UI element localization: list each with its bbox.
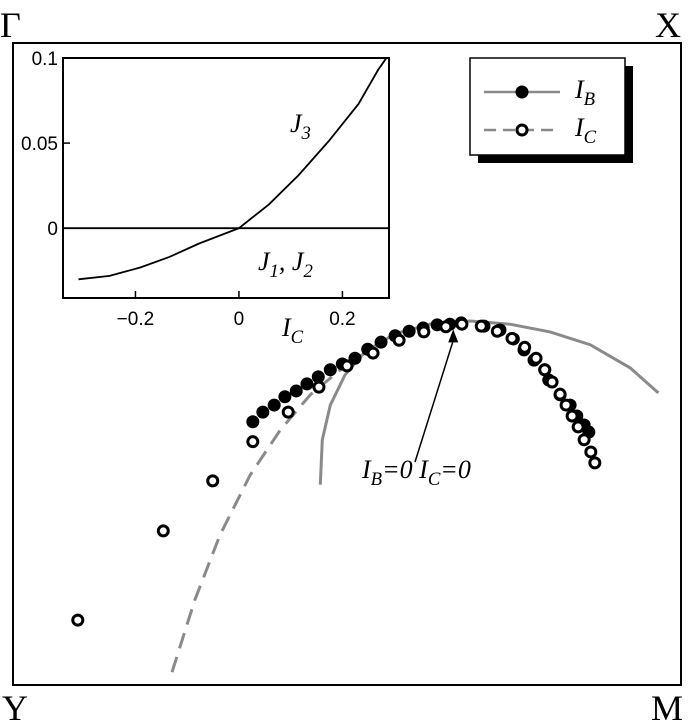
corner-label: Y: [2, 688, 28, 727]
data-point: [553, 387, 567, 401]
data-point: [402, 324, 416, 338]
x-tick-label: 0: [234, 309, 245, 330]
data-point: [289, 384, 303, 398]
legend-marker: [515, 85, 529, 99]
label-part: 2: [303, 261, 312, 282]
data-point: [246, 415, 260, 429]
data-point: [545, 375, 559, 389]
data-point: [559, 398, 573, 412]
data-point: [374, 335, 388, 349]
data-point: [538, 363, 552, 377]
data-point: [156, 524, 170, 538]
label-part: J: [258, 247, 271, 276]
data-point: [267, 398, 281, 412]
theory-curve: [318, 319, 660, 485]
data-point: [505, 331, 519, 345]
data-point: [577, 433, 591, 447]
legend-marker: [515, 123, 529, 137]
inset-frame: [62, 57, 390, 299]
curve-label: J3: [290, 109, 311, 144]
corner-label: Γ: [0, 5, 21, 45]
data-point: [323, 363, 337, 377]
x-tick-label: 0.2: [329, 309, 355, 330]
theory-curve: [170, 348, 371, 673]
data-point: [439, 320, 453, 334]
label-part: C: [291, 327, 304, 348]
label-part: I: [281, 313, 292, 342]
label-part: I: [574, 113, 585, 142]
x-tick-label: −0.2: [117, 309, 155, 330]
data-point: [206, 474, 220, 488]
data-point: [474, 319, 488, 333]
y-tick-label: 0: [47, 219, 58, 240]
data-point: [278, 390, 292, 404]
label-part: , J: [279, 247, 305, 276]
y-tick-label: 0.05: [21, 134, 58, 155]
legend-label: IC: [574, 113, 597, 148]
data-point: [455, 317, 469, 331]
arrow-head: [448, 329, 459, 343]
data-point: [529, 351, 543, 365]
legend-box: [469, 57, 626, 156]
label-part: 3: [301, 123, 311, 144]
annotation-arrow: [414, 337, 455, 463]
label-part: C: [584, 127, 597, 148]
data-point: [565, 409, 579, 423]
label-part: J: [290, 109, 303, 138]
data-point: [518, 340, 532, 354]
data-point: [584, 445, 598, 459]
data-point: [490, 324, 504, 338]
data-point: [281, 405, 295, 419]
label-part: B: [584, 89, 596, 110]
label-part: C: [428, 469, 441, 490]
annotation: IB=0 IC=0: [361, 455, 471, 490]
label-part: 1: [270, 261, 279, 282]
data-point: [246, 435, 260, 449]
y-tick-label: 0.1: [32, 49, 58, 70]
data-point: [340, 359, 354, 373]
label-part: =0 I: [382, 455, 429, 484]
label-part: I: [361, 455, 372, 484]
label-part: =0: [440, 455, 471, 484]
data-point: [417, 325, 431, 339]
label-part: I: [574, 75, 585, 104]
label-part: B: [371, 469, 383, 490]
data-point: [588, 456, 602, 470]
data-point: [571, 420, 585, 434]
data-point: [256, 405, 270, 419]
data-point: [71, 613, 85, 627]
data-point: [366, 346, 380, 360]
curve: [78, 57, 388, 281]
data-point: [312, 380, 326, 394]
curve-label: J1, J2: [258, 247, 313, 282]
data-point: [348, 351, 362, 365]
data-point: [392, 333, 406, 347]
corner-label: M: [651, 688, 683, 727]
data-point: [300, 377, 314, 391]
legend-label: IB: [574, 75, 596, 110]
corner-label: X: [655, 5, 681, 45]
x-axis-label: IC: [281, 313, 304, 348]
